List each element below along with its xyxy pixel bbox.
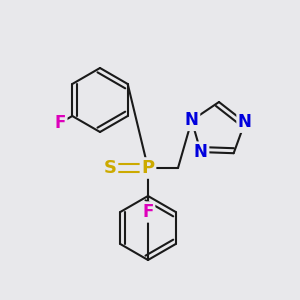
Text: N: N bbox=[194, 143, 208, 161]
Text: F: F bbox=[55, 114, 66, 132]
Text: N: N bbox=[238, 113, 252, 131]
Text: P: P bbox=[141, 159, 154, 177]
Text: S: S bbox=[103, 159, 116, 177]
Text: F: F bbox=[142, 203, 154, 221]
Text: N: N bbox=[185, 111, 199, 129]
